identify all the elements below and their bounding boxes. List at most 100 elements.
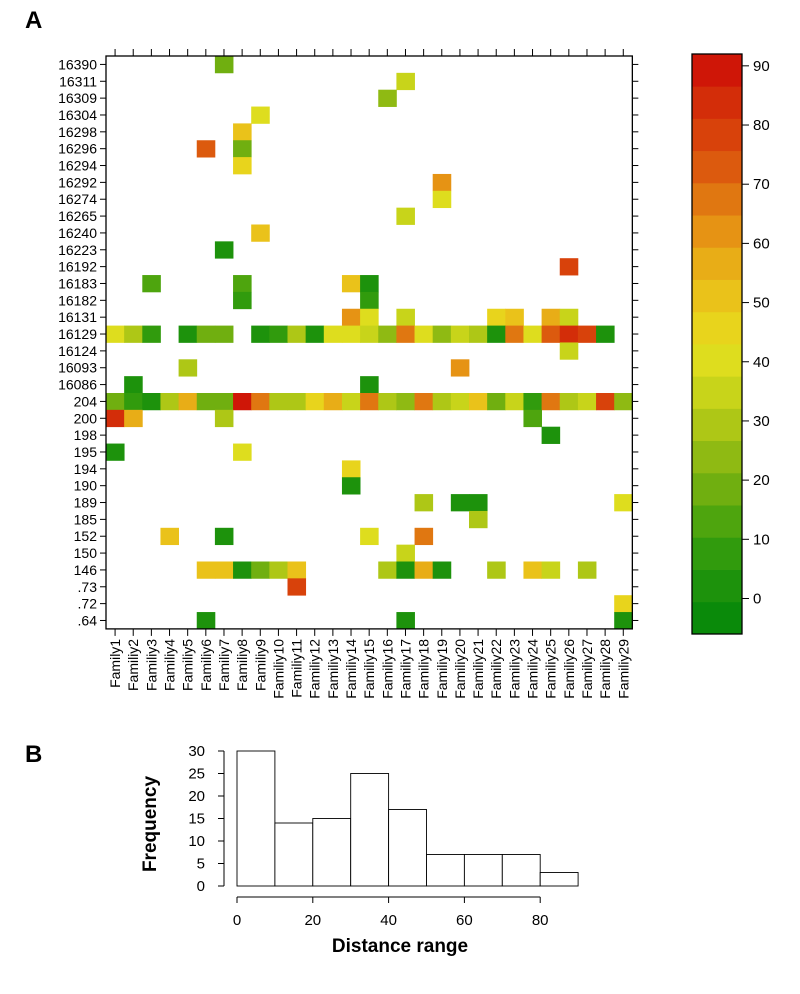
histogram-bar: [388, 809, 427, 887]
heatmap-cell: [487, 561, 506, 579]
heatmap-cell: [450, 494, 470, 512]
heatmap-cell: [287, 393, 307, 411]
heatmap-column-label: Familiy11: [289, 639, 305, 698]
heatmap-cell: [541, 325, 561, 343]
heatmap-row-label: 16390: [58, 56, 97, 72]
heatmap-column-label: Familiy17: [397, 639, 413, 699]
heatmap-cell: [378, 561, 397, 579]
heatmap-cell: [360, 275, 379, 293]
heatmap-cell: [469, 510, 488, 529]
heatmap-cell: [124, 393, 143, 411]
heatmap-row-label: 16274: [58, 191, 97, 207]
colorbar-block: [692, 440, 742, 474]
heatmap-cell: [214, 241, 234, 259]
heatmap-row-label: 146: [74, 562, 98, 578]
heatmap-cell: [360, 527, 379, 546]
heatmap-cell: [450, 325, 470, 343]
heatmap-cell: [233, 140, 252, 158]
heatmap-cell: [233, 291, 252, 310]
heatmap-column-label: Family1: [107, 639, 123, 688]
heatmap-row-label: 16131: [58, 309, 97, 325]
heatmap-row-label: 16093: [58, 360, 97, 376]
heatmap-row-label: 16296: [58, 141, 97, 157]
colorbar-tick-label: 10: [753, 531, 770, 548]
heatmap-cell: [360, 291, 379, 310]
histogram-bar: [274, 822, 314, 887]
heatmap-cell: [432, 190, 452, 209]
heatmap-cell: [414, 527, 434, 546]
heatmap-cell: [124, 409, 143, 428]
heatmap-cell: [160, 527, 179, 546]
colorbar-ticks: 0 10 20 30 40 50 60 70 80 90: [742, 58, 770, 607]
colorbar-tick-label: 90: [753, 58, 770, 75]
heatmap-column-label: Familiy22: [488, 639, 504, 699]
colorbar-tick-label: 20: [753, 472, 770, 489]
heatmap-cell: [287, 561, 307, 579]
heatmap-cell: [233, 123, 252, 141]
histogram-y-tick-label: 0: [197, 878, 205, 895]
heatmap-cell: [596, 393, 615, 411]
heatmap-row-label: 16240: [58, 225, 97, 241]
heatmap-cell: [196, 561, 216, 579]
heatmap-cell: [341, 460, 361, 478]
heatmap-cell: [251, 325, 270, 343]
heatmap-row-label: 195: [74, 444, 98, 460]
heatmap-row-label: 200: [74, 410, 98, 426]
heatmap-row-label: 16298: [58, 124, 97, 140]
heatmap-cell: [487, 393, 506, 411]
heatmap-column-label: Familiy12: [307, 639, 323, 699]
heatmap-cell: [214, 561, 234, 579]
heatmap-row-label: 16192: [58, 259, 97, 275]
heatmap-cell: [214, 56, 234, 74]
heatmap-cell: [341, 393, 361, 411]
heatmap-cell: [214, 393, 234, 411]
heatmap-row-label: 190: [74, 478, 98, 494]
heatmap-cell: [360, 308, 379, 326]
heatmap-cell: [196, 325, 216, 343]
histogram-y-tick-label: 5: [197, 856, 205, 873]
heatmap-cell: [396, 325, 415, 343]
heatmap-cell: [106, 393, 125, 411]
heatmap-cell: [414, 325, 434, 343]
heatmap-row-label: 16183: [58, 275, 97, 291]
heatmap-row-label: 16086: [58, 377, 97, 393]
heatmap-cell: [360, 393, 379, 411]
heatmap-cell: [251, 393, 270, 411]
heatmap-cell: [523, 409, 542, 428]
heatmap-column-label: Familiy25: [543, 639, 559, 699]
heatmap-row-label: 16292: [58, 174, 97, 190]
heatmap-cell: [396, 308, 415, 326]
heatmap-column-label: Familiy14: [343, 639, 359, 699]
heatmap-cell: [577, 393, 597, 411]
histogram-bars: [236, 750, 579, 887]
histogram-bar: [501, 854, 541, 887]
heatmap-cell: [614, 595, 633, 613]
heatmap-cell: [233, 157, 252, 175]
heatmap-cell: [196, 393, 216, 411]
heatmap-cell: [196, 612, 216, 630]
heatmap-cell: [469, 393, 488, 411]
heatmap-cell: [523, 393, 542, 411]
heatmap-row-label: 16124: [58, 343, 97, 359]
heatmap-cell: [142, 325, 161, 343]
heatmap-cell: [251, 561, 270, 579]
heatmap-cell: [414, 494, 434, 512]
heatmap-cell: [432, 561, 452, 579]
histogram-y-axis-title: Frequency: [140, 776, 161, 873]
heatmap-cell: [196, 140, 216, 158]
colorbar-tick-label: 60: [753, 235, 770, 252]
heatmap-cell: [341, 477, 361, 495]
heatmap-cell: [396, 72, 415, 91]
histogram-y-tick-label: 30: [188, 743, 205, 760]
heatmap-cell: [251, 224, 270, 242]
histogram-x-tick-label: 80: [532, 912, 549, 929]
heatmap-cell: [106, 443, 125, 461]
colorbar-block: [692, 182, 742, 216]
colorbar-tick-label: 50: [753, 295, 770, 312]
heatmap-row-label: 16309: [58, 90, 97, 106]
heatmap-cell: [106, 325, 125, 343]
colorbar-block: [692, 376, 742, 409]
histogram-bar: [426, 854, 465, 887]
histogram-y-tick-label: 10: [188, 833, 205, 850]
